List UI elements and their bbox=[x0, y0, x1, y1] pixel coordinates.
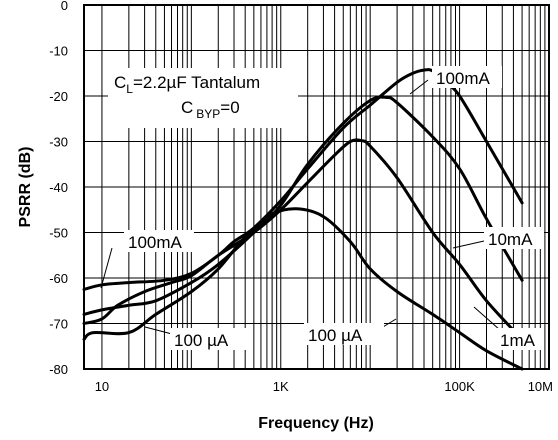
leader-10mA bbox=[452, 240, 485, 249]
condition-1-subscript: L bbox=[126, 82, 133, 96]
label-bg-100uA-right bbox=[304, 323, 384, 345]
x-tick-label-0: 10 bbox=[95, 379, 109, 394]
tick-labels: 0 -10 -20 -30 -40 -50 -60 -70 -80 10 1K 100K 10M bbox=[49, 0, 553, 394]
y-tick-label-0: 0 bbox=[61, 0, 68, 13]
label-bg-100uA-left bbox=[170, 328, 246, 350]
leader-100mA-top bbox=[409, 79, 429, 95]
leader-100mA-left bbox=[100, 247, 113, 289]
series-line-2 bbox=[82, 138, 524, 341]
label-1mA: 1mA bbox=[500, 331, 536, 350]
x-tick-label-1: 1K bbox=[273, 379, 289, 394]
label-100mA-top: 100mA bbox=[436, 69, 491, 88]
series-line-1 bbox=[82, 95, 524, 316]
x-axis-title: Frequency (Hz) bbox=[258, 415, 374, 432]
label-bg-1mA bbox=[495, 328, 543, 350]
leader-100uA-left bbox=[144, 326, 173, 335]
y-tick-label-7: -70 bbox=[49, 317, 68, 332]
y-tick-label-5: -50 bbox=[49, 226, 68, 241]
y-tick-label-6: -60 bbox=[49, 271, 68, 286]
label-bg-10mA bbox=[484, 227, 544, 249]
x-tick-label-3: 10M bbox=[528, 379, 553, 394]
label-bg-100mA-left bbox=[124, 230, 194, 252]
plot-frame bbox=[83, 4, 550, 370]
y-tick-label-3: -30 bbox=[49, 135, 68, 150]
label-10mA: 10mA bbox=[488, 230, 533, 249]
curves bbox=[82, 68, 524, 371]
label-100uA-right: 100 µA bbox=[308, 326, 363, 345]
y-tick-label-4: -40 bbox=[49, 180, 68, 195]
series-line-3 bbox=[82, 207, 524, 371]
condition-2-symbol: C bbox=[181, 98, 193, 117]
y-tick-label-1: -10 bbox=[49, 44, 68, 59]
label-bg-100mA-top bbox=[432, 66, 502, 88]
condition-background bbox=[108, 68, 298, 128]
condition-1-text: =2.2µF Tantalum bbox=[133, 73, 260, 92]
label-100mA-left: 100mA bbox=[128, 233, 183, 252]
y-tick-label-8: -80 bbox=[49, 362, 68, 377]
condition-line-2: C BYP=0 bbox=[181, 98, 240, 121]
label-100uA-left: 100 µA bbox=[174, 331, 229, 350]
condition-line-1: CL=2.2µF Tantalum bbox=[114, 73, 260, 96]
x-tick-label-2: 100K bbox=[444, 379, 475, 394]
condition-1-symbol: C bbox=[114, 73, 126, 92]
condition-2-subscript: BYP bbox=[196, 107, 220, 121]
leader-1mA bbox=[473, 306, 501, 331]
condition-2-text: =0 bbox=[220, 98, 239, 117]
y-tick-label-2: -20 bbox=[49, 89, 68, 104]
y-axis-title: PSRR (dB) bbox=[17, 147, 34, 228]
